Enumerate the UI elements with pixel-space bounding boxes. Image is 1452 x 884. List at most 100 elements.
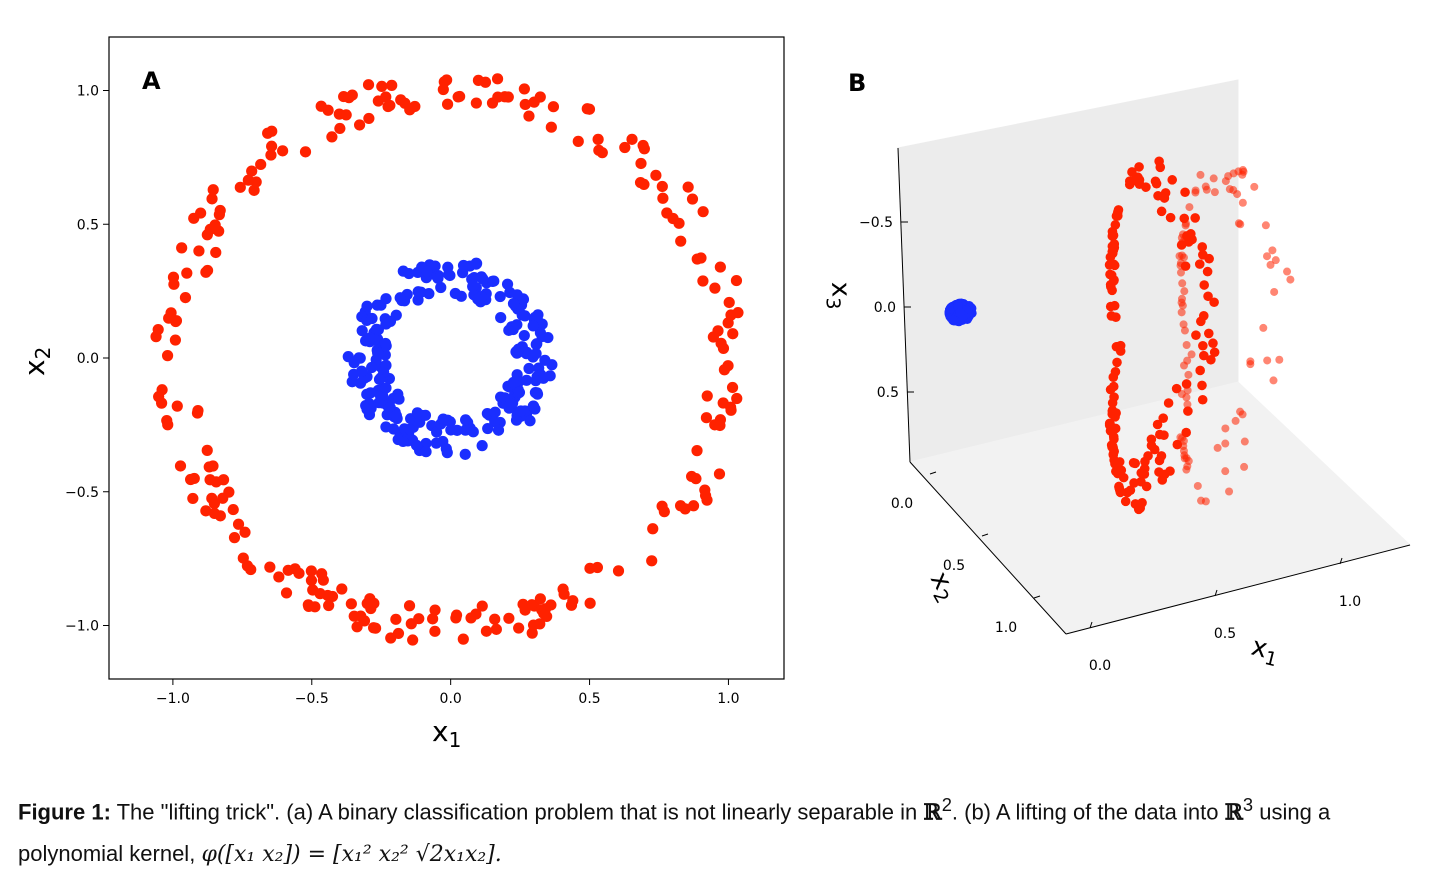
- scatter-point-outer: [255, 158, 267, 171]
- scatter-point-outer-lifted: [1159, 430, 1169, 440]
- x1-tick-mark: [1214, 589, 1218, 597]
- scatter-point-inner: [467, 280, 479, 292]
- scatter-point-outer: [479, 76, 492, 88]
- scatter-point-inner: [523, 362, 535, 375]
- scatter-point-outer: [390, 613, 402, 625]
- scatter-point-inner: [403, 267, 415, 280]
- scatter-point-outer-lifted: [1106, 422, 1117, 433]
- scatter-point-outer-lifted: [1197, 380, 1207, 391]
- scatter-point-outer: [307, 584, 319, 596]
- scatter-point-outer-lifted: [1154, 467, 1164, 477]
- scatter-point-outer-lifted: [1156, 206, 1167, 217]
- scatter-point-outer-lifted: [1275, 355, 1284, 364]
- scatter-point-outer: [534, 91, 546, 103]
- scatter-point-outer: [667, 212, 679, 225]
- scatter-point-outer: [334, 122, 346, 135]
- x3-tick-label: 0.5: [877, 385, 899, 401]
- scatter-point-inner: [356, 325, 368, 337]
- scatter-point-outer: [362, 79, 375, 91]
- scatter-point-outer-lifted: [1181, 427, 1191, 438]
- scatter-point-outer: [277, 145, 289, 157]
- scatter-point-inner: [372, 324, 384, 336]
- scatter-point-outer: [161, 350, 174, 362]
- scatter-point-inner: [507, 376, 520, 389]
- scatter-point-outer: [699, 484, 711, 496]
- panel-b-points: [944, 156, 1295, 515]
- scatter-point-outer: [658, 506, 670, 518]
- scatter-point-outer-lifted: [1177, 298, 1186, 307]
- scatter-point-outer-lifted: [1163, 398, 1174, 408]
- scatter-point-inner: [392, 433, 404, 446]
- scatter-point-outer: [187, 492, 199, 505]
- scatter-point-outer-lifted: [1203, 291, 1213, 302]
- scatter-point-outer-lifted: [1269, 376, 1278, 385]
- scatter-point-inner: [527, 320, 539, 332]
- scatter-point-outer: [646, 555, 658, 567]
- scatter-point-outer: [250, 176, 262, 188]
- scatter-point-inner: [513, 386, 526, 399]
- scatter-point-inner: [411, 407, 423, 419]
- scatter-point-inner: [504, 398, 517, 410]
- scatter-point-outer-lifted: [1172, 439, 1183, 450]
- scatter-point-outer-lifted: [1152, 419, 1163, 430]
- scatter-point-inner: [373, 397, 385, 409]
- scatter-point-outer-lifted: [1179, 320, 1188, 329]
- scatter-point-outer-lifted: [1210, 188, 1219, 197]
- scatter-point-outer-lifted: [1203, 328, 1214, 339]
- scatter-point-outer: [204, 474, 216, 486]
- scatter-point-outer: [612, 565, 625, 577]
- scatter-point-outer: [369, 622, 382, 634]
- scatter-point-outer-lifted: [1182, 465, 1191, 474]
- y-tick-label: 0.0: [77, 351, 99, 367]
- scatter-point-outer-lifted: [1105, 301, 1116, 312]
- scatter-point-outer-lifted: [1180, 454, 1189, 463]
- scatter-point-outer: [305, 565, 317, 577]
- scatter-point-outer: [392, 627, 405, 640]
- scatter-point-outer-lifted: [1157, 475, 1168, 485]
- scatter-point-outer: [626, 133, 638, 145]
- panel-b-x-label: x1: [1247, 632, 1282, 672]
- scatter-point-outer: [492, 91, 504, 103]
- scatter-point-outer: [480, 625, 493, 637]
- scatter-point-outer: [174, 460, 187, 472]
- scatter-point-outer-lifted: [1150, 176, 1161, 187]
- caption-label: Figure 1:: [18, 799, 111, 825]
- panel-a-y-ticks: 1.0 0.5 0.0 −0.5 −1.0: [65, 84, 109, 635]
- scatter-point-outer: [201, 229, 213, 241]
- scatter-point-outer: [713, 468, 726, 480]
- scatter-point-outer: [171, 400, 183, 412]
- panel-b-x-axis: [1065, 544, 1411, 635]
- scatter-point-outer: [657, 192, 669, 204]
- scatter-point-inner: [429, 260, 441, 272]
- scatter-point-inner: [530, 375, 542, 387]
- scatter-point-outer: [682, 181, 694, 193]
- scatter-point-outer: [169, 334, 182, 346]
- scatter-point-inner: [455, 290, 467, 302]
- x-tick-label: 0.0: [440, 691, 462, 707]
- scatter-point-inner-lifted: [955, 307, 965, 318]
- scatter-point-outer-lifted: [1246, 357, 1255, 366]
- scatter-point-outer-lifted: [1198, 249, 1208, 260]
- scatter-point-outer-lifted: [1185, 203, 1194, 212]
- scatter-point-outer-lifted: [1194, 259, 1205, 269]
- scatter-point-outer: [700, 412, 713, 424]
- scatter-point-outer-lifted: [1125, 485, 1136, 496]
- scatter-point-outer: [476, 600, 488, 612]
- scatter-point-outer: [228, 532, 241, 544]
- scatter-point-inner: [495, 311, 507, 324]
- scatter-point-outer: [273, 571, 285, 583]
- scatter-point-inner: [520, 374, 533, 386]
- scatter-point-outer-lifted: [1155, 162, 1166, 173]
- scatter-point-outer-lifted: [1266, 260, 1275, 269]
- scatter-point-outer: [635, 157, 647, 170]
- scatter-point-inner: [423, 288, 435, 300]
- scatter-point-inner: [467, 426, 479, 438]
- x3-tick-label: 0.0: [874, 300, 896, 316]
- scatter-point-outer-lifted: [1191, 186, 1200, 195]
- x2-tick-label: 0.5: [943, 558, 965, 574]
- scatter-point-inner-lifted: [948, 315, 958, 325]
- x2-tick-mark: [981, 533, 989, 537]
- scatter-point-outer: [519, 604, 531, 616]
- scatter-point-outer: [727, 328, 739, 340]
- scatter-point-inner: [494, 290, 506, 303]
